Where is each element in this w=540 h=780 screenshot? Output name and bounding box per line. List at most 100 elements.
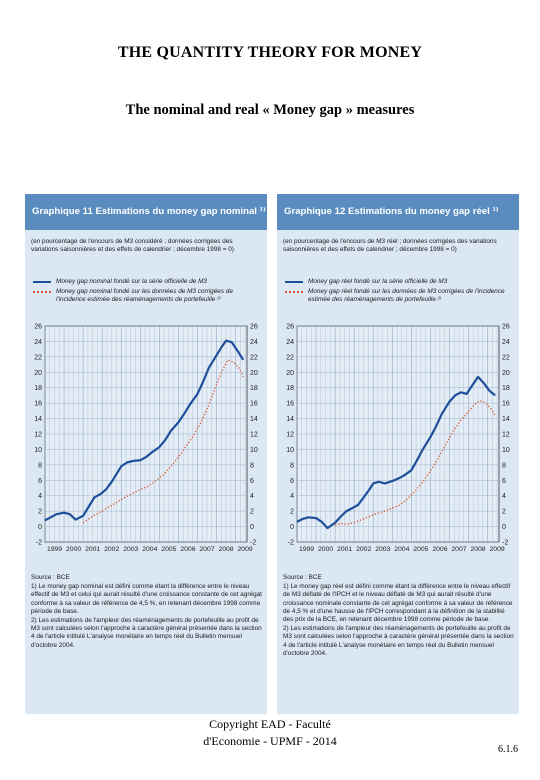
y-tick-label-left: -2 — [288, 540, 294, 547]
y-tick-label-left: 4 — [38, 493, 42, 500]
footnote-1: 1) Le money gap réel est défini comme ét… — [283, 583, 513, 624]
y-tick-label-left: 6 — [38, 478, 42, 485]
y-tick-label-left: 22 — [286, 354, 294, 361]
legend-entry-official: Money gap nominal fondé sur la série off… — [33, 278, 263, 286]
legend-swatch-solid — [33, 281, 51, 283]
legend-label: Money gap nominal fondé sur les données … — [56, 288, 233, 303]
x-tick-label: 2005 — [413, 546, 428, 553]
x-tick-label: 2003 — [123, 546, 138, 553]
y-tick-label-right: 18 — [250, 385, 258, 392]
source-note: Source : BCE — [283, 574, 322, 581]
y-tick-label-right: 10 — [250, 447, 258, 454]
x-tick-label: 2003 — [375, 546, 390, 553]
x-tick-label: 1999 — [47, 546, 62, 553]
y-tick-label-right: 12 — [250, 432, 258, 439]
chart-legend: Money gap réel fondé sur la série offici… — [285, 278, 515, 306]
y-tick-label-right: 8 — [502, 462, 506, 469]
y-tick-label-right: 24 — [250, 339, 258, 346]
y-tick-label-left: 0 — [290, 524, 294, 531]
chart-subtitle: (en pourcentage de l'encours de M3 réel … — [283, 238, 497, 253]
chart-notes: Source : BCE 1) Le money gap réel est dé… — [283, 574, 515, 659]
y-tick-label-left: 24 — [286, 339, 294, 346]
y-tick-label-right: 14 — [250, 416, 258, 423]
footnote-2: 2) Les estimations de l'ampleur des réam… — [31, 617, 262, 649]
chart-panel-nominal: Graphique 11 Estimations du money gap no… — [25, 194, 267, 714]
legend-swatch-dotted — [33, 291, 51, 293]
chart-notes: Source : BCE 1) Le money gap nominal est… — [31, 574, 263, 651]
page-title: THE QUANTITY THEORY FOR MONEY — [117, 44, 423, 61]
legend-label: Money gap nominal fondé sur la série off… — [56, 278, 207, 285]
y-tick-label-right: 2 — [250, 509, 254, 516]
footnote-2: 2) Les estimations de l'ampleur des réam… — [283, 625, 514, 657]
x-tick-label: 2006 — [180, 546, 195, 553]
series-line-official — [296, 375, 496, 530]
x-tick-label: 2005 — [161, 546, 176, 553]
x-tick-label: 2002 — [356, 546, 371, 553]
series-line-official — [44, 339, 245, 522]
x-tick-label: 2000 — [318, 546, 333, 553]
y-tick-label-right: 0 — [502, 524, 506, 531]
y-tick-label-left: 18 — [286, 385, 294, 392]
x-tick-label: 2001 — [85, 546, 100, 553]
chart-title: Graphique 12 Estimations du money gap ré… — [277, 194, 519, 230]
chart-subtitle: (en pourcentage de l'encours de M3 consi… — [31, 238, 234, 253]
y-tick-label-left: 12 — [286, 432, 294, 439]
chart-title: Graphique 11 Estimations du money gap no… — [25, 194, 267, 230]
y-tick-label-right: -2 — [250, 540, 256, 547]
y-tick-label-right: 8 — [250, 462, 254, 469]
y-tick-label-left: 2 — [38, 509, 42, 516]
copyright-footer: Copyright EAD - Faculté d'Economie - UPM… — [0, 716, 540, 750]
x-tick-label: 2001 — [337, 546, 352, 553]
y-tick-label-right: 6 — [250, 478, 254, 485]
y-tick-label-left: 2 — [290, 509, 294, 516]
chart-plot-nominal: -2 -2 0 0 2 2 4 4 6 6 8 8 10 10 12 12 14 14 16 16 18 18 20 20 22… — [25, 320, 267, 568]
legend-swatch-dotted — [285, 291, 303, 293]
legend-swatch-solid — [285, 281, 303, 283]
y-tick-label-right: 22 — [250, 354, 258, 361]
y-tick-label-right: 20 — [502, 370, 510, 377]
x-tick-label: 2007 — [451, 546, 466, 553]
y-tick-label-right: 16 — [502, 401, 510, 408]
y-tick-label-left: 18 — [34, 385, 42, 392]
x-tick-label: 2007 — [199, 546, 214, 553]
y-tick-label-left: 26 — [34, 324, 42, 331]
y-tick-label-left: 20 — [34, 370, 42, 377]
y-tick-label-left: 12 — [34, 432, 42, 439]
y-tick-label-left: 0 — [38, 524, 42, 531]
x-tick-label: 2009 — [490, 546, 505, 553]
legend-entry-official: Money gap réel fondé sur la série offici… — [285, 278, 515, 286]
y-tick-label-left: 16 — [34, 401, 42, 408]
legend-label: Money gap réel fondé sur la série offici… — [308, 278, 448, 285]
y-tick-label-right: 12 — [502, 432, 510, 439]
y-tick-label-right: 2 — [502, 509, 506, 516]
chart-plot-real: -2 -2 0 0 2 2 4 4 6 6 8 8 10 10 12 12 14 14 16 16 18 18 20 20 22… — [277, 320, 519, 568]
y-tick-label-left: 16 — [286, 401, 294, 408]
y-tick-label-right: -2 — [502, 540, 508, 547]
x-tick-label: 2008 — [470, 546, 485, 553]
legend-entry-adjusted: Money gap nominal fondé sur les données … — [33, 288, 263, 304]
page-number: 6.1.6 — [498, 744, 518, 755]
y-tick-label-left: 6 — [290, 478, 294, 485]
x-tick-label: 1999 — [299, 546, 314, 553]
source-note: Source : BCE — [31, 574, 70, 581]
x-tick-label: 2002 — [104, 546, 119, 553]
x-tick-label: 2000 — [66, 546, 81, 553]
y-tick-label-right: 6 — [502, 478, 506, 485]
x-tick-label: 2004 — [394, 546, 409, 553]
y-tick-label-left: 8 — [290, 462, 294, 469]
y-tick-label-left: 14 — [286, 416, 294, 423]
y-tick-label-right: 10 — [502, 447, 510, 454]
chart-legend: Money gap nominal fondé sur la série off… — [33, 278, 263, 306]
y-tick-label-left: 26 — [286, 324, 294, 331]
y-tick-label-left: 20 — [286, 370, 294, 377]
y-tick-label-right: 20 — [250, 370, 258, 377]
y-tick-label-left: 22 — [34, 354, 42, 361]
y-tick-label-right: 26 — [502, 324, 510, 331]
y-tick-label-left: -2 — [36, 540, 42, 547]
footnote-1: 1) Le money gap nominal est défini comme… — [31, 583, 262, 615]
page-subtitle: The nominal and real « Money gap » measu… — [125, 102, 415, 118]
y-tick-label-left: 24 — [34, 339, 42, 346]
y-tick-label-right: 16 — [250, 401, 258, 408]
y-tick-label-left: 14 — [34, 416, 42, 423]
